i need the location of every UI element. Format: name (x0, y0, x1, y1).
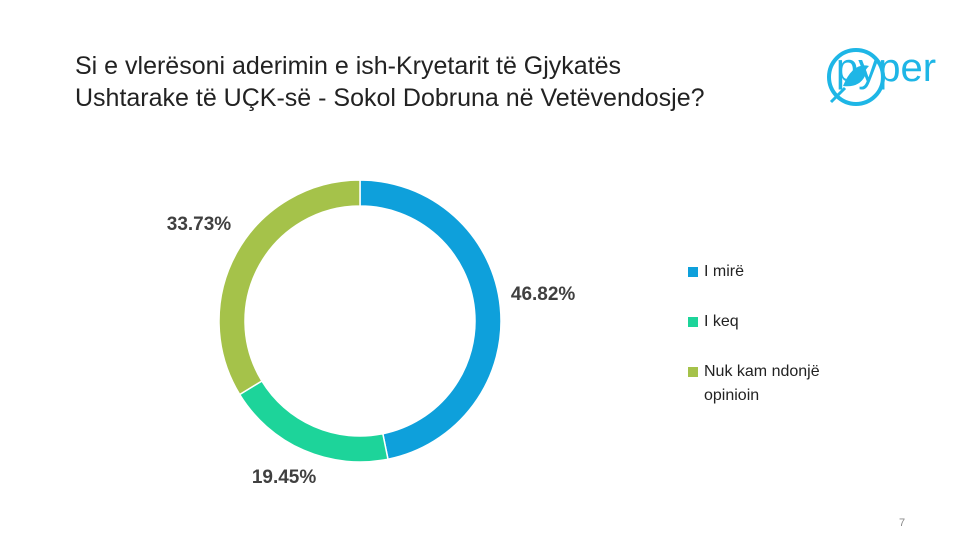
legend-swatch (688, 317, 698, 327)
title-line: Ushtarake të UÇK-së - Sokol Dobruna në V… (75, 84, 705, 112)
slide-title: Si e vlerësoni aderimin e ish-Kryetarit … (75, 50, 705, 114)
data-label: 46.82% (511, 284, 576, 305)
donut-segment (238, 379, 389, 463)
legend-swatch (688, 267, 698, 277)
legend-item: Nuk kam ndonjë opinioin (688, 360, 868, 408)
title-line: Si e vlerësoni aderimin e ish-Kryetarit … (75, 52, 622, 80)
legend-item: I mirë (688, 260, 868, 284)
donut-segment (359, 179, 502, 461)
legend-item: I keq (688, 310, 868, 334)
donut-segment (218, 179, 361, 396)
legend-label: Nuk kam ndonjë opinioin (704, 363, 820, 404)
data-label: 19.45% (252, 467, 317, 488)
legend-label: I keq (704, 313, 739, 330)
legend-label: I mirë (704, 263, 744, 280)
logo-text: pyper (836, 46, 937, 90)
logo-icon (827, 48, 885, 106)
page-number: 7 (899, 517, 906, 529)
legend: I mirë I keq Nuk kam ndonjë opinioin (688, 260, 868, 434)
legend-swatch (688, 367, 698, 377)
data-label: 33.73% (167, 214, 232, 235)
